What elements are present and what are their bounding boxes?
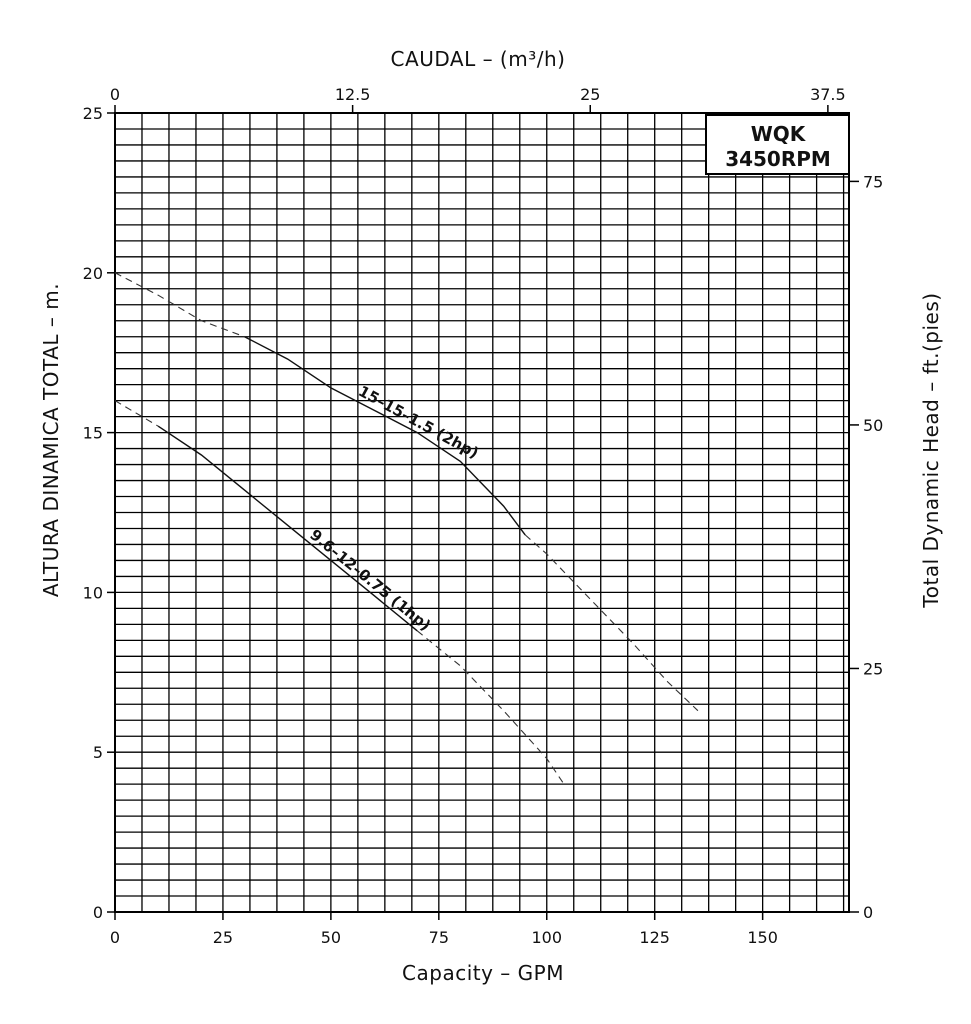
bottom-axis-title: Capacity – GPM xyxy=(402,961,564,985)
plot-border xyxy=(114,112,850,913)
curve-1 xyxy=(114,272,699,712)
bottom-tick-label: 100 xyxy=(531,928,562,947)
top-axis-title: CAUDAL – (m³/h) xyxy=(391,47,566,71)
top-tick-label: 25 xyxy=(580,85,600,104)
top-tick-label: 0 xyxy=(110,85,120,104)
right-tick-label: 50 xyxy=(863,416,883,435)
curve-line-solid xyxy=(157,425,418,632)
curve-line-dashed-end xyxy=(524,534,699,712)
bottom-tick-label: 75 xyxy=(429,928,449,947)
bottom-tick-label: 25 xyxy=(213,928,233,947)
left-tick-label: 0 xyxy=(93,903,103,922)
axis-ticks: 0 25 50 75 100 125 150 0 5 10 15 20 25 0 12.5 25 37.5 0 25… xyxy=(83,85,884,947)
curve-2 xyxy=(114,400,565,785)
left-tick-label: 25 xyxy=(83,104,103,123)
curve-line-dashed-start xyxy=(114,272,245,338)
top-tick-label: 12.5 xyxy=(335,85,371,104)
bottom-tick-label: 125 xyxy=(639,928,670,947)
right-axis-title: Total Dynamic Head – ft.(pies) xyxy=(919,292,943,608)
left-tick-label: 10 xyxy=(83,583,103,602)
badge-rpm: 3450RPM xyxy=(725,147,831,171)
top-tick-label: 37.5 xyxy=(810,85,846,104)
bottom-tick-label: 0 xyxy=(110,928,120,947)
curve-line-dashed-end xyxy=(416,630,565,785)
curve-label: 15–15–1.5 (2hp) xyxy=(355,382,481,462)
left-tick-label: 5 xyxy=(93,743,103,762)
model-badge: WQK 3450RPM xyxy=(705,114,850,175)
bottom-tick-label: 150 xyxy=(747,928,778,947)
left-tick-label: 15 xyxy=(83,424,103,443)
right-tick-label: 75 xyxy=(863,172,883,191)
left-axis-title: ALTURA DINAMICA TOTAL – m. xyxy=(39,283,63,597)
curve-line-solid xyxy=(244,336,526,536)
bottom-tick-label: 50 xyxy=(321,928,341,947)
curve-label: 9.6–12–0.75 (1hp) xyxy=(306,526,434,635)
badge-model: WQK xyxy=(751,122,807,146)
grid xyxy=(114,112,849,913)
left-tick-label: 20 xyxy=(83,264,103,283)
right-tick-label: 25 xyxy=(863,659,883,678)
plot-frame xyxy=(114,112,850,913)
curve-line-dashed-start xyxy=(114,400,159,427)
right-tick-label: 0 xyxy=(863,903,873,922)
